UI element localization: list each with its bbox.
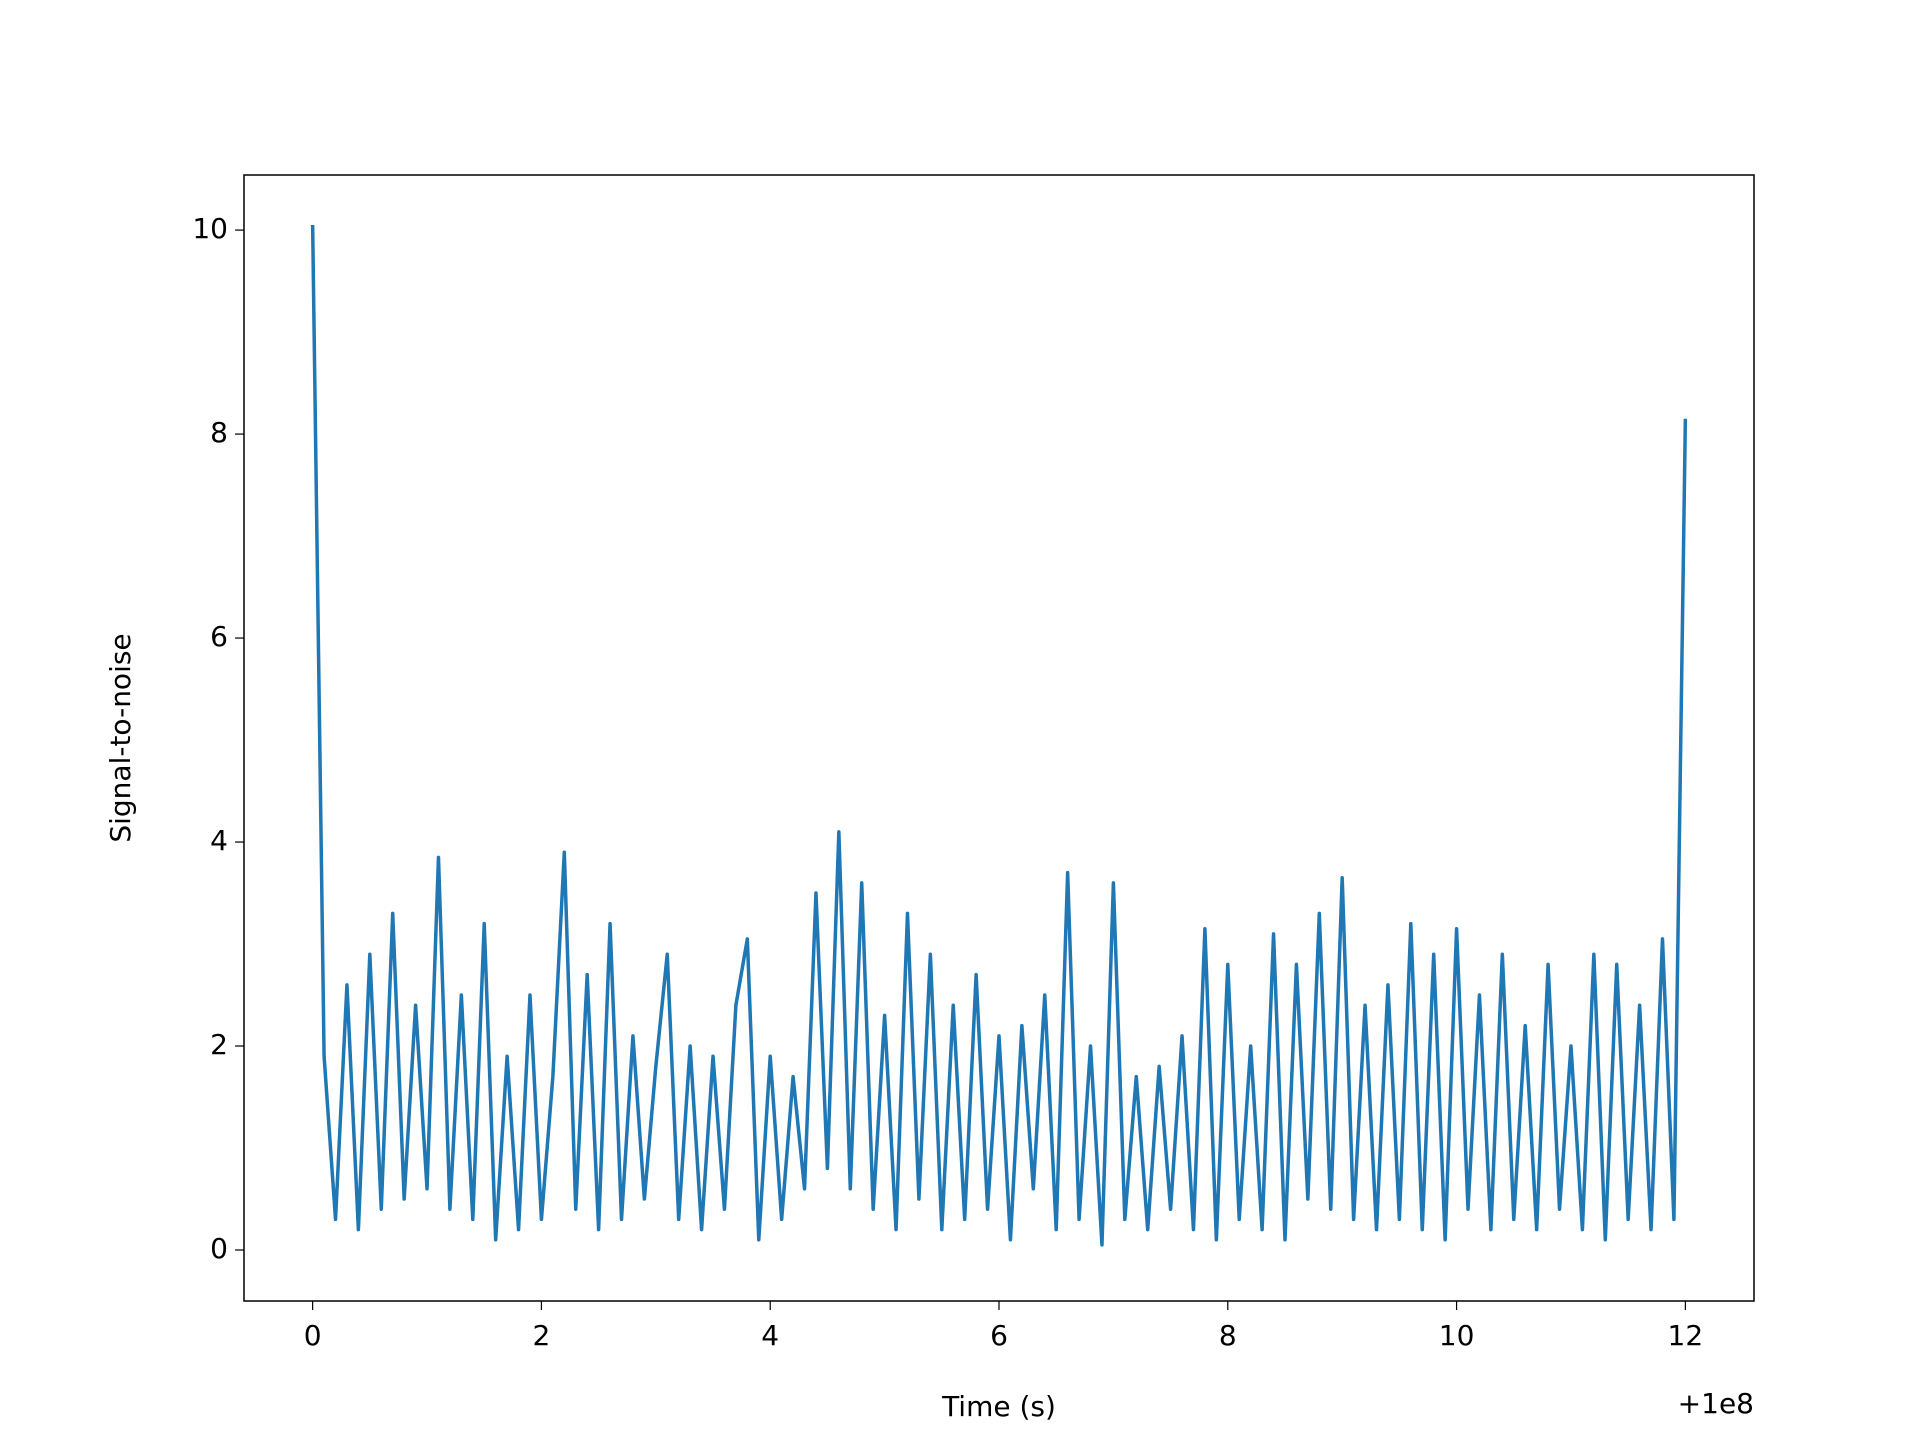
line-series: [310, 224, 1688, 1247]
x-offset-label: +1e8: [1678, 1387, 1754, 1420]
y-axis-label: Signal-to-noise: [104, 633, 137, 842]
x-tick-label: 2: [533, 1319, 551, 1352]
x-tick-label: 8: [1219, 1319, 1237, 1352]
x-tick-label: 12: [1668, 1319, 1704, 1352]
y-tick-label: 6: [210, 620, 228, 653]
x-tick-label: 0: [304, 1319, 322, 1352]
y-tick-label: 8: [210, 416, 228, 449]
y-tick-label: 0: [210, 1232, 228, 1265]
x-axis-label: Time (s): [941, 1390, 1056, 1423]
x-tick-label: 6: [990, 1319, 1008, 1352]
plot-frame: [243, 174, 1755, 1302]
y-tick-label: 10: [192, 212, 228, 245]
x-tick-label: 10: [1439, 1319, 1475, 1352]
y-tick-label: 2: [210, 1028, 228, 1061]
y-tick-label: 4: [210, 824, 228, 857]
x-tick-label: 4: [761, 1319, 779, 1352]
